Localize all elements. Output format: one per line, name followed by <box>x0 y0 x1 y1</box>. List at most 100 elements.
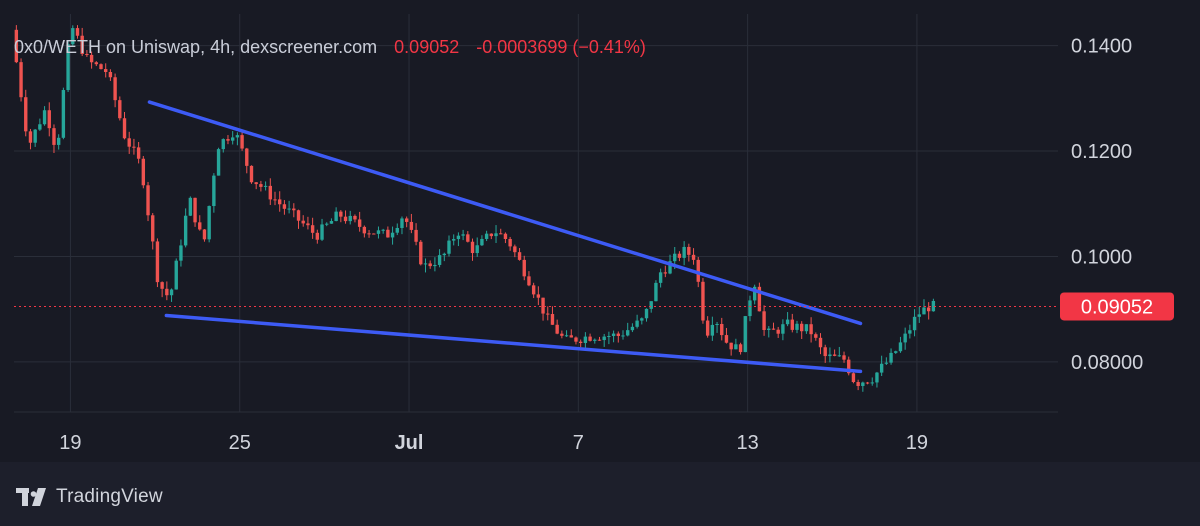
candle <box>419 240 423 266</box>
candle <box>517 248 522 261</box>
y-tick-label: 0.08000 <box>1071 352 1143 374</box>
candle <box>174 258 178 290</box>
candle <box>555 319 559 335</box>
candle-body <box>724 335 729 343</box>
candle-body <box>75 28 80 36</box>
candle <box>926 302 931 320</box>
candle <box>762 305 766 336</box>
x-tick-label: 13 <box>736 432 758 454</box>
trendlines <box>147 100 863 374</box>
candle <box>395 223 399 236</box>
candle-body <box>348 215 352 222</box>
candle <box>818 333 823 355</box>
candle-body <box>795 323 799 330</box>
candle-body <box>800 323 804 332</box>
candle <box>71 25 75 46</box>
candle <box>767 326 771 338</box>
candle-body <box>141 158 146 186</box>
candle <box>531 282 536 299</box>
candle <box>132 138 136 155</box>
candle-body <box>409 221 414 230</box>
candle <box>687 243 691 262</box>
candle <box>503 232 508 244</box>
candle-body <box>329 221 334 224</box>
candle-body <box>720 323 724 336</box>
candle-body <box>922 307 926 315</box>
candle-body <box>414 229 418 242</box>
candle-body <box>339 211 343 217</box>
candle-body <box>245 148 249 166</box>
candle-body <box>640 318 644 321</box>
candle-body <box>198 222 202 230</box>
candle <box>404 216 409 228</box>
candle <box>42 106 47 126</box>
candle <box>884 357 889 365</box>
candle-body <box>104 69 108 73</box>
candle-body <box>668 261 672 274</box>
candle-body <box>99 64 103 70</box>
candle <box>456 232 461 247</box>
candle-body <box>301 220 305 224</box>
candle-body <box>428 263 432 267</box>
brand[interactable]: TradingView <box>16 486 163 508</box>
candle <box>611 330 616 343</box>
candle-body <box>611 333 616 337</box>
candle-body <box>94 62 98 65</box>
candle <box>621 330 625 340</box>
candle-body <box>71 28 75 45</box>
candle <box>66 40 70 92</box>
candle <box>691 248 696 265</box>
candle <box>536 286 541 306</box>
candle <box>75 25 80 39</box>
candle-body <box>621 335 625 337</box>
candle <box>593 338 597 344</box>
candle <box>273 191 277 206</box>
candle <box>550 306 555 325</box>
candle <box>325 222 329 227</box>
candle <box>348 210 352 225</box>
candle-body <box>593 339 597 341</box>
candle-body <box>136 147 141 159</box>
candle <box>917 306 921 323</box>
candle-body <box>541 297 545 314</box>
candle-body <box>33 129 37 143</box>
candle-body <box>602 336 606 341</box>
candle <box>832 349 837 357</box>
legend-change: -0.0003699 (−0.41%) <box>476 37 646 57</box>
candle <box>310 217 315 239</box>
candle <box>541 297 545 321</box>
candle-body <box>437 255 442 265</box>
candle-body <box>715 323 719 325</box>
candle-body <box>334 211 338 222</box>
candle <box>578 339 583 348</box>
candle-body <box>179 245 183 261</box>
candle-body <box>870 382 874 384</box>
candle <box>85 50 89 57</box>
candle-body <box>273 199 277 201</box>
candle-body <box>842 355 846 360</box>
candle-body <box>249 165 254 183</box>
candle-body <box>569 335 573 338</box>
candle <box>597 336 602 341</box>
candle-body <box>926 307 931 312</box>
candle <box>470 238 475 261</box>
candle-body <box>386 229 390 238</box>
brand-name: TradingView <box>56 486 163 507</box>
candle-body <box>564 335 569 337</box>
candle-body <box>282 204 287 209</box>
candle-body <box>310 225 315 233</box>
candle <box>151 213 155 250</box>
candle-body <box>861 382 865 386</box>
candle-body <box>66 44 70 91</box>
candle <box>292 203 296 218</box>
candle-body <box>254 182 258 185</box>
candle-body <box>381 229 385 231</box>
candle-body <box>85 54 89 56</box>
candle <box>230 131 235 145</box>
candle <box>466 231 470 243</box>
candle-body <box>503 233 508 239</box>
candle <box>649 301 653 313</box>
candlestick-chart[interactable]: 0.08000 0.1000 0.1200 0.1400 19 25 Jul 7 13 19 0… <box>0 0 1200 462</box>
candle <box>607 331 611 345</box>
